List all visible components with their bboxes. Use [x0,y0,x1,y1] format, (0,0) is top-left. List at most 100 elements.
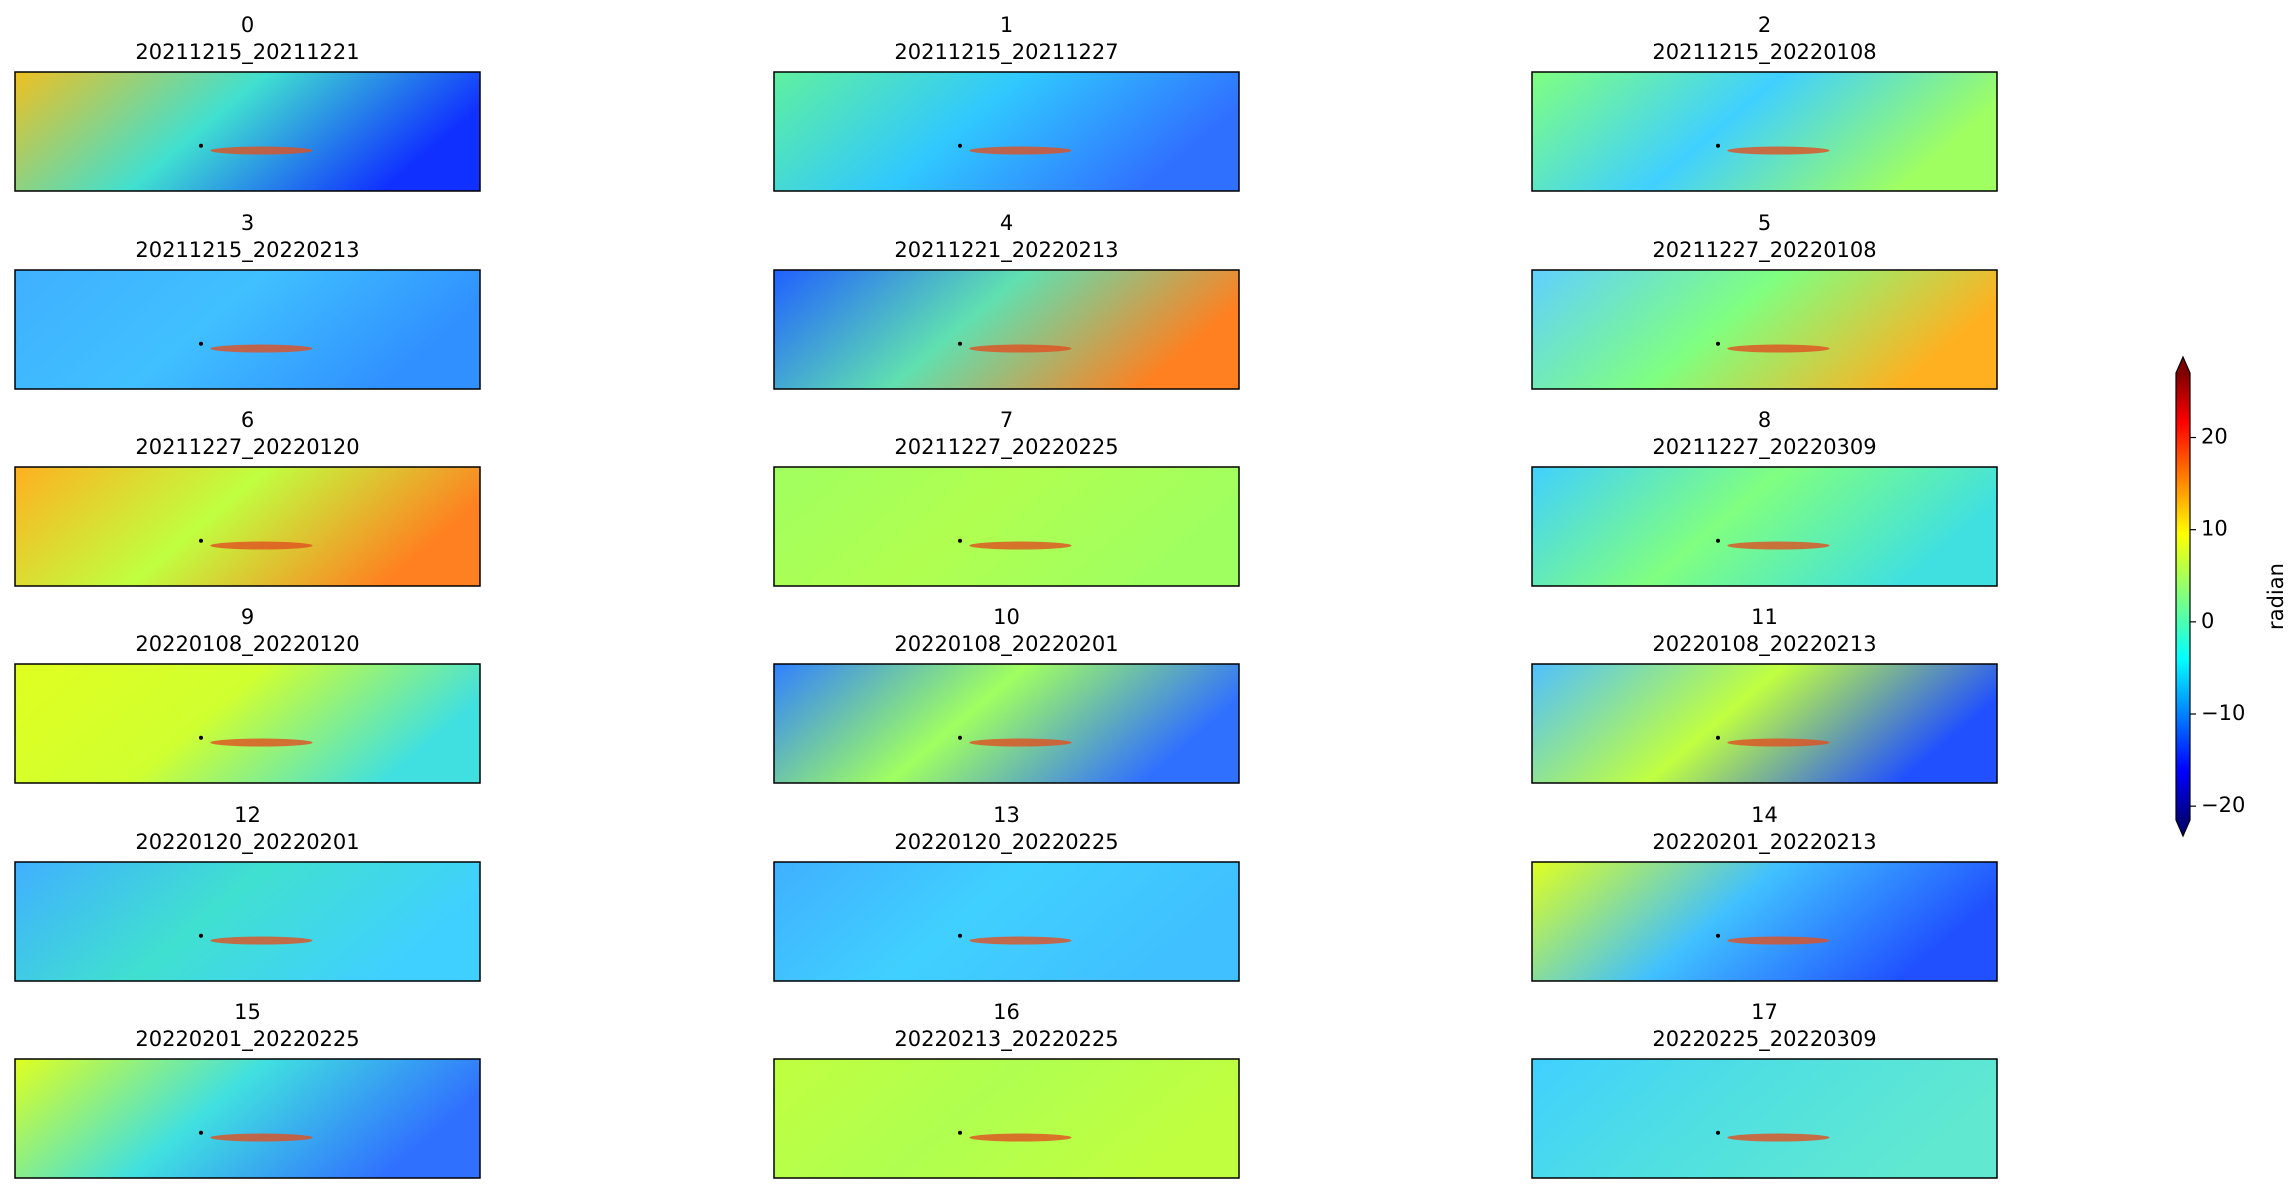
panel-image [774,862,1239,981]
panel-image [15,467,480,586]
panel-index: 2 [1758,13,1771,37]
reference-point [1716,538,1720,543]
deformation-streak [969,738,1072,747]
deformation-streak [969,1133,1072,1142]
panel-image [15,862,480,981]
panel-index: 16 [993,1000,1020,1024]
panel-title: 20211215_20211227 [894,40,1118,65]
panel-index: 0 [241,13,254,37]
panel-image [774,467,1239,586]
panel-image [1532,862,1997,981]
panel-title: 20220120_20220225 [894,830,1118,855]
panel-title: 20220201_20220225 [135,1027,359,1052]
reference-point [199,933,203,938]
panel-index: 12 [234,803,261,827]
panel-frame [14,1058,481,1179]
reference-point [199,143,203,148]
colorbar-tick-label: 0 [2201,609,2214,633]
panel-image [774,72,1239,191]
colorbar-outline [2175,355,2191,838]
panel-frame [773,71,1240,192]
panel-index: 15 [234,1000,261,1024]
reference-point [958,341,962,346]
panel-title: 20220108_20220201 [894,632,1118,657]
panel-title: 20211227_20220309 [1652,435,1876,460]
panel-index: 8 [1758,408,1771,432]
reference-point [1716,341,1720,346]
panel-title: 20220108_20220213 [1652,632,1876,657]
reference-point [199,1130,203,1135]
panel-index: 14 [1751,803,1778,827]
panel-index: 17 [1751,1000,1778,1024]
colorbar-tick-label: −10 [2201,701,2245,725]
panel-image [1532,664,1997,783]
panel-index: 3 [241,211,254,235]
reference-point [958,735,962,740]
panel-index: 7 [1000,408,1013,432]
colorbar-extend-top [2176,357,2190,373]
deformation-streak [210,1133,313,1142]
panel-frame [1531,466,1998,587]
reference-point [1716,933,1720,938]
panel-index: 13 [993,803,1020,827]
deformation-streak [1727,936,1830,945]
deformation-streak [210,146,313,155]
panel-index: 6 [241,408,254,432]
deformation-streak [1727,541,1830,550]
panel-image [774,270,1239,389]
panel-frame [773,1058,1240,1179]
deformation-streak [1727,738,1830,747]
panel-title: 20220120_20220201 [135,830,359,855]
deformation-streak [969,541,1072,550]
panel-title: 20211221_20220213 [894,238,1118,263]
panel-frame [1531,861,1998,982]
panel-image [1532,1059,1997,1178]
deformation-streak [1727,146,1830,155]
reference-point [1716,735,1720,740]
panel-index: 5 [1758,211,1771,235]
colorbar-label: radian [2264,563,2288,630]
reference-point [199,538,203,543]
panel-image [1532,72,1997,191]
panel-title: 20211215_20220213 [135,238,359,263]
panel-image [774,1059,1239,1178]
panel-index: 1 [1000,13,1013,37]
panel-title: 20211215_20211221 [135,40,359,65]
deformation-streak [969,344,1072,353]
deformation-streak [210,344,313,353]
panel-frame [773,269,1240,390]
panel-frame [1531,1058,1998,1179]
panel-frame [773,466,1240,587]
panel-image [15,664,480,783]
panel-image [15,270,480,389]
reference-point [1716,143,1720,148]
panel-title: 20211227_20220108 [1652,238,1876,263]
deformation-streak [210,738,313,747]
colorbar-tick-label: 10 [2201,517,2228,541]
panel-frame [14,466,481,587]
panel-frame [1531,663,1998,784]
panel-index: 11 [1751,605,1778,629]
deformation-streak [1727,1133,1830,1142]
reference-point [199,341,203,346]
panel-frame [14,269,481,390]
panel-frame [1531,269,1998,390]
panel-image [15,1059,480,1178]
panel-frame [773,663,1240,784]
panel-image [774,664,1239,783]
panel-title: 20220225_20220309 [1652,1027,1876,1052]
colorbar-tick-label: 20 [2201,425,2228,449]
panel-title: 20211227_20220120 [135,435,359,460]
panel-image [1532,270,1997,389]
deformation-streak [969,936,1072,945]
panel-title: 20211227_20220225 [894,435,1118,460]
deformation-streak [969,146,1072,155]
deformation-streak [210,541,313,550]
reference-point [958,1130,962,1135]
panel-image [1532,467,1997,586]
reference-point [958,143,962,148]
panel-title: 20211215_20220108 [1652,40,1876,65]
reference-point [1716,1130,1720,1135]
deformation-streak [210,936,313,945]
